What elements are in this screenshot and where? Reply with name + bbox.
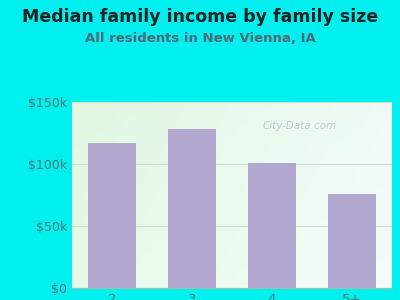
Bar bbox=[328, 194, 376, 288]
Bar bbox=[248, 163, 296, 288]
Text: Median family income by family size: Median family income by family size bbox=[22, 8, 378, 26]
Text: All residents in New Vienna, IA: All residents in New Vienna, IA bbox=[85, 32, 315, 44]
Bar bbox=[168, 129, 216, 288]
Bar bbox=[88, 143, 136, 288]
Text: City-Data.com: City-Data.com bbox=[262, 121, 336, 131]
